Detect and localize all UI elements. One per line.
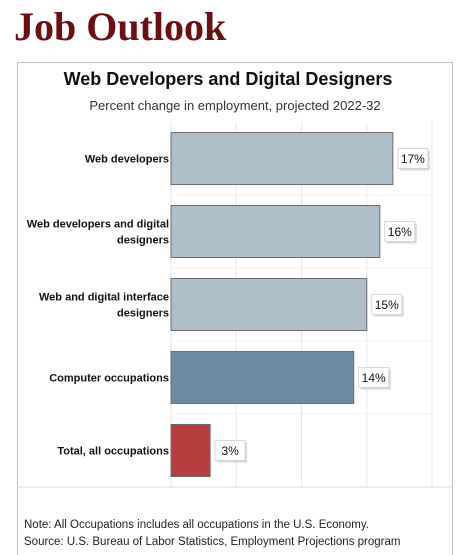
category-label: Web developers [85,154,169,166]
value-label: 3% [221,444,239,458]
value-label-box [371,294,403,315]
category-labels: Web developers Web developers and digital… [27,154,169,458]
category-label-line: Computer occupations [49,373,169,385]
category-label-line: Web developers and digital [27,219,169,231]
chart-subtitle: Percent change in employment, projected … [89,98,380,113]
chart-title: Web Developers and Digital Designers [64,69,393,89]
category-label-line: Web and digital interface [39,292,169,304]
page-heading: Job Outlook [14,4,227,49]
value-label: 16% [388,225,412,239]
value-label-box [397,148,429,169]
bar[interactable] [170,132,394,185]
bar[interactable] [170,205,381,258]
category-label: Web and digital interface designers [39,292,169,320]
bars [170,132,394,477]
category-label: Total, all occupations [57,446,169,458]
value-label-box [358,367,390,388]
chart-frame [17,62,453,555]
bar[interactable] [170,278,368,331]
category-label-line: Total, all occupations [57,446,169,458]
bar[interactable] [170,424,211,477]
value-label-box [214,440,246,461]
value-labels: 17% 16% 15% 14% 3% [214,148,430,463]
category-label-line: Web developers [85,154,169,166]
category-label-line: designers [117,308,169,320]
bar[interactable] [170,351,355,404]
value-label: 17% [401,152,425,166]
category-label-line: designers [117,235,169,247]
chart-note: Note: All Occupations includes all occup… [24,519,369,531]
category-label: Web developers and digital designers [27,219,169,247]
category-label: Computer occupations [49,373,169,385]
value-label-box [384,221,416,242]
chart-source: Source: U.S. Bureau of Labor Statistics,… [24,536,400,548]
value-label: 14% [362,371,386,385]
value-label: 15% [375,298,399,312]
